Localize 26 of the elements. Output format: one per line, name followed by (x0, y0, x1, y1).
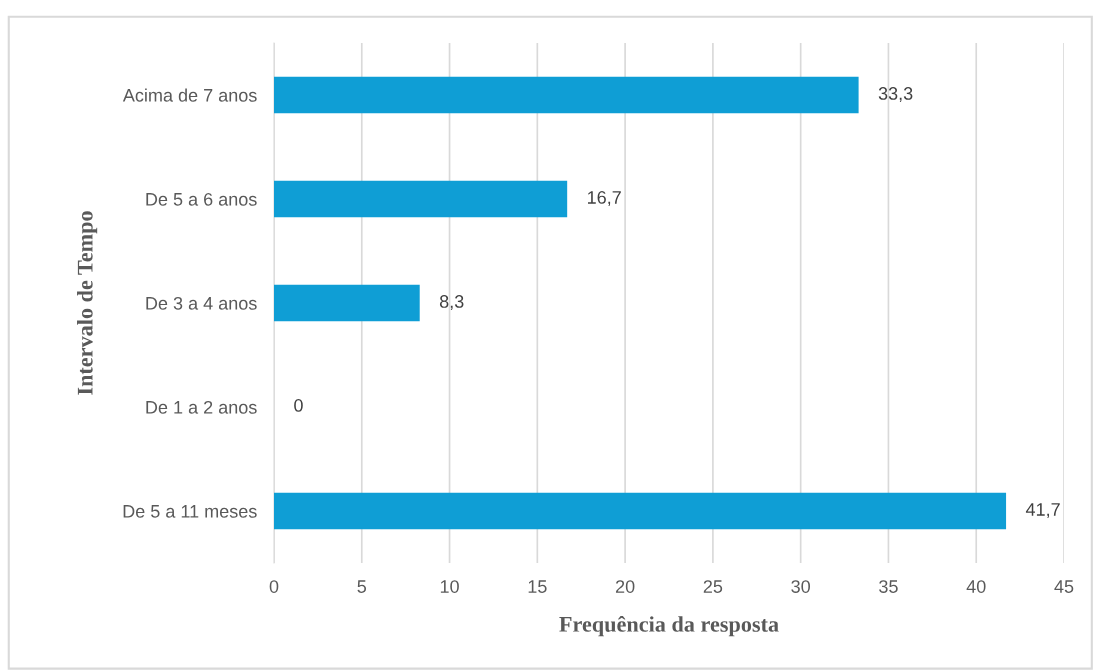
bar (274, 492, 1007, 530)
data-label: 33,3 (878, 87, 913, 102)
x-tick-label: 40 (966, 580, 986, 593)
data-label: 8,3 (439, 295, 464, 310)
x-axis-title: Frequência da resposta (559, 615, 779, 637)
y-tick-label: Acima de 7 anos (122, 88, 257, 102)
data-label: 16,7 (588, 191, 621, 206)
x-tick-label: 10 (440, 580, 459, 593)
bar (274, 284, 420, 322)
x-tick-label: 0 (269, 580, 279, 593)
bar (274, 76, 859, 114)
y-tick-label: De 3 a 4 anos (146, 296, 257, 310)
x-tick-label: 5 (357, 580, 367, 593)
x-tick-label: 15 (528, 580, 547, 593)
data-label: 0 (294, 399, 303, 412)
x-tick-label: 35 (879, 580, 898, 593)
x-tick-label: 25 (703, 580, 723, 593)
data-label: 41,7 (1025, 503, 1060, 518)
x-tick-label: 30 (791, 580, 810, 593)
y-tick-label: De 1 a 2 anos (146, 400, 257, 414)
y-axis-title: Intervalo de Tempo (77, 211, 98, 395)
x-tick-label: 20 (615, 580, 635, 593)
bar (274, 180, 568, 218)
y-tick-label: De 5 a 6 anos (146, 192, 257, 206)
y-tick-label: De 5 a 11 meses (123, 505, 257, 518)
x-tick-label: 45 (1054, 580, 1074, 593)
